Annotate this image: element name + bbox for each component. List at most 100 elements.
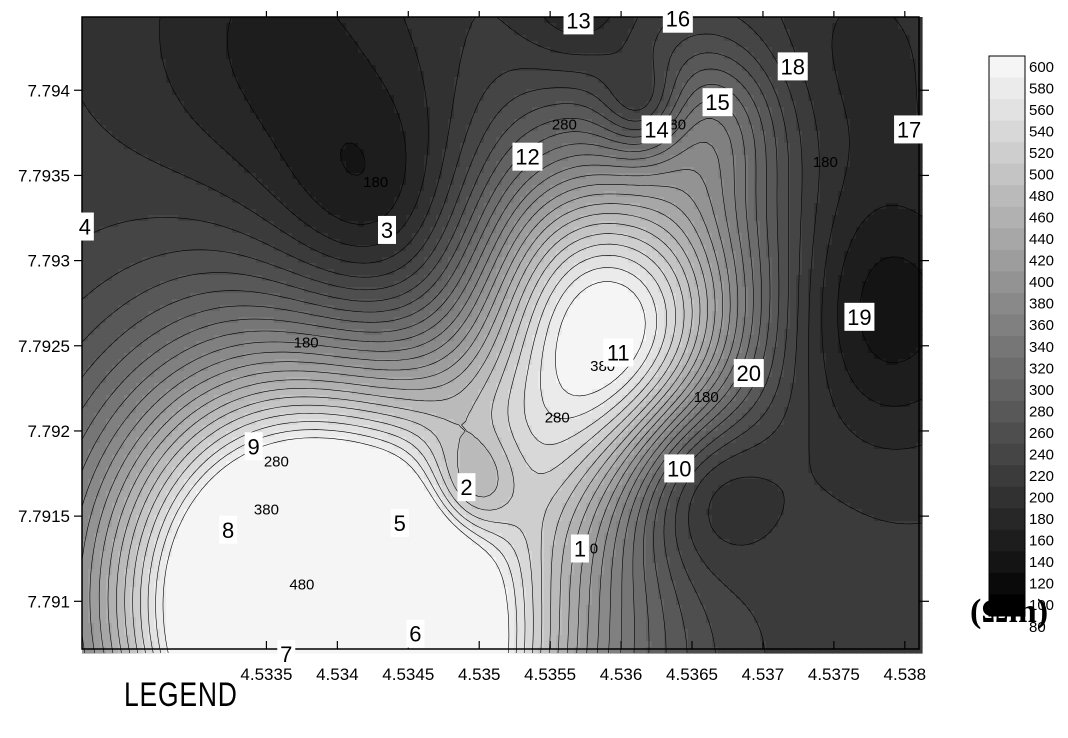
- field-cell: [196, 209, 203, 216]
- field-cell: [112, 215, 119, 222]
- field-cell: [412, 95, 419, 102]
- field-cell: [850, 23, 857, 30]
- field-cell: [892, 77, 899, 84]
- field-cell: [208, 101, 215, 108]
- field-cell: [184, 167, 191, 174]
- field-cell: [430, 29, 437, 36]
- field-cell: [472, 149, 479, 156]
- field-cell: [898, 53, 905, 60]
- field-cell: [118, 53, 125, 60]
- field-cell: [664, 149, 671, 156]
- field-cell: [778, 203, 785, 210]
- field-cell: [304, 53, 311, 60]
- field-cell: [742, 119, 749, 126]
- field-cell: [760, 119, 767, 126]
- field-cell: [250, 149, 257, 156]
- field-cell: [604, 95, 611, 102]
- field-cell: [802, 161, 809, 168]
- field-cell: [316, 167, 323, 174]
- field-cell: [148, 83, 155, 90]
- field-cell: [886, 137, 893, 144]
- field-cell: [484, 131, 491, 138]
- field-cell: [652, 149, 659, 156]
- field-cell: [184, 161, 191, 168]
- field-cell: [814, 35, 821, 42]
- field-cell: [718, 149, 725, 156]
- field-cell: [574, 107, 581, 114]
- field-cell: [382, 65, 389, 72]
- field-cell: [262, 65, 269, 72]
- field-cell: [706, 215, 713, 222]
- field-cell: [334, 173, 341, 180]
- field-cell: [724, 41, 731, 48]
- field-cell: [502, 191, 509, 198]
- field-cell: [148, 137, 155, 144]
- field-cell: [844, 173, 851, 180]
- field-cell: [874, 29, 881, 36]
- field-cell: [694, 23, 701, 30]
- field-cell: [274, 35, 281, 42]
- field-cell: [418, 161, 425, 168]
- field-cell: [874, 221, 881, 228]
- field-cell: [898, 149, 905, 156]
- field-cell: [316, 23, 323, 30]
- field-cell: [760, 47, 767, 54]
- field-cell: [250, 197, 257, 204]
- field-cell: [442, 77, 449, 84]
- field-cell: [136, 185, 143, 192]
- field-cell: [760, 65, 767, 72]
- field-cell: [166, 173, 173, 180]
- field-cell: [682, 185, 689, 192]
- field-cell: [154, 107, 161, 114]
- field-cell: [646, 215, 653, 222]
- field-cell: [352, 113, 359, 120]
- field-cell: [868, 197, 875, 204]
- field-cell: [580, 41, 587, 48]
- field-cell: [646, 185, 653, 192]
- field-cell: [688, 119, 695, 126]
- field-cell: [910, 17, 917, 24]
- field-cell: [280, 185, 287, 192]
- field-cell: [850, 89, 857, 96]
- field-cell: [220, 179, 227, 186]
- field-cell: [364, 17, 371, 24]
- field-cell: [514, 41, 521, 48]
- field-cell: [616, 35, 623, 42]
- field-cell: [628, 149, 635, 156]
- field-cell: [766, 137, 773, 144]
- field-cell: [148, 227, 155, 234]
- field-cell: [268, 113, 275, 120]
- field-cell: [874, 107, 881, 114]
- field-cell: [562, 185, 569, 192]
- field-cell: [778, 197, 785, 204]
- field-cell: [178, 47, 185, 54]
- field-cell: [514, 209, 521, 216]
- field-cell: [268, 17, 275, 24]
- field-cell: [214, 143, 221, 150]
- field-cell: [472, 203, 479, 210]
- field-cell: [754, 47, 761, 54]
- field-cell: [184, 71, 191, 78]
- field-cell: [448, 119, 455, 126]
- field-cell: [454, 65, 461, 72]
- field-cell: [412, 143, 419, 150]
- field-cell: [724, 191, 731, 198]
- field-cell: [586, 155, 593, 162]
- field-cell: [508, 47, 515, 54]
- field-cell: [850, 107, 857, 114]
- field-cell: [394, 227, 401, 234]
- field-cell: [514, 23, 521, 30]
- field-cell: [712, 23, 719, 30]
- field-cell: [796, 23, 803, 30]
- field-cell: [244, 161, 251, 168]
- field-cell: [604, 71, 611, 78]
- field-cell: [898, 167, 905, 174]
- field-cell: [574, 179, 581, 186]
- field-cell: [778, 143, 785, 150]
- field-cell: [898, 143, 905, 150]
- field-cell: [340, 173, 347, 180]
- field-cell: [178, 59, 185, 66]
- field-cell: [712, 119, 719, 126]
- field-cell: [94, 119, 101, 126]
- field-cell: [280, 65, 287, 72]
